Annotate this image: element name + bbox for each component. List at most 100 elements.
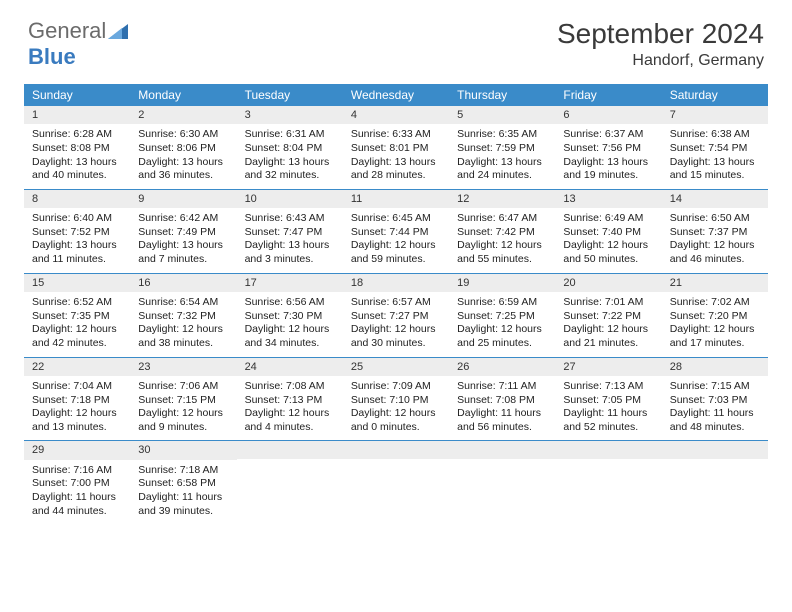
cell-content: Sunrise: 6:37 AMSunset: 7:56 PMDaylight:… [555, 124, 661, 183]
calendar-cell: 21Sunrise: 7:02 AMSunset: 7:20 PMDayligh… [662, 274, 768, 357]
day-number [555, 441, 661, 459]
triangle-icon [108, 22, 128, 40]
weeks-container: 1Sunrise: 6:28 AMSunset: 8:08 PMDaylight… [24, 106, 768, 524]
daylight-text: Daylight: 13 hours and 28 minutes. [351, 156, 441, 183]
sunset-text: Sunset: 7:10 PM [351, 394, 441, 408]
sunset-text: Sunset: 7:40 PM [563, 226, 653, 240]
cell-content: Sunrise: 7:08 AMSunset: 7:13 PMDaylight:… [237, 376, 343, 435]
sunset-text: Sunset: 7:22 PM [563, 310, 653, 324]
daylight-text: Daylight: 12 hours and 46 minutes. [670, 239, 760, 266]
day-number: 3 [237, 106, 343, 124]
cell-content: Sunrise: 6:40 AMSunset: 7:52 PMDaylight:… [24, 208, 130, 267]
day-number: 2 [130, 106, 236, 124]
week-row: 29Sunrise: 7:16 AMSunset: 7:00 PMDayligh… [24, 441, 768, 524]
sunrise-text: Sunrise: 6:47 AM [457, 212, 547, 226]
brand-logo: General [28, 18, 130, 44]
day-number: 20 [555, 274, 661, 292]
day-number [662, 441, 768, 459]
sunset-text: Sunset: 8:01 PM [351, 142, 441, 156]
cell-content: Sunrise: 6:50 AMSunset: 7:37 PMDaylight:… [662, 208, 768, 267]
day-number: 1 [24, 106, 130, 124]
day-number: 6 [555, 106, 661, 124]
sunrise-text: Sunrise: 7:08 AM [245, 380, 335, 394]
day-number: 18 [343, 274, 449, 292]
calendar-cell: 25Sunrise: 7:09 AMSunset: 7:10 PMDayligh… [343, 358, 449, 441]
sunrise-text: Sunrise: 6:43 AM [245, 212, 335, 226]
sunset-text: Sunset: 7:18 PM [32, 394, 122, 408]
sunset-text: Sunset: 7:47 PM [245, 226, 335, 240]
calendar-cell: 16Sunrise: 6:54 AMSunset: 7:32 PMDayligh… [130, 274, 236, 357]
calendar-cell: 2Sunrise: 6:30 AMSunset: 8:06 PMDaylight… [130, 106, 236, 189]
sunrise-text: Sunrise: 6:59 AM [457, 296, 547, 310]
daylight-text: Daylight: 12 hours and 34 minutes. [245, 323, 335, 350]
cell-content: Sunrise: 7:06 AMSunset: 7:15 PMDaylight:… [130, 376, 236, 435]
day-number: 5 [449, 106, 555, 124]
day-number: 24 [237, 358, 343, 376]
sunset-text: Sunset: 7:42 PM [457, 226, 547, 240]
cell-content: Sunrise: 6:57 AMSunset: 7:27 PMDaylight:… [343, 292, 449, 351]
day-number: 28 [662, 358, 768, 376]
sunset-text: Sunset: 7:15 PM [138, 394, 228, 408]
sunrise-text: Sunrise: 7:16 AM [32, 464, 122, 478]
sunrise-text: Sunrise: 6:54 AM [138, 296, 228, 310]
day-number: 25 [343, 358, 449, 376]
calendar-cell: 20Sunrise: 7:01 AMSunset: 7:22 PMDayligh… [555, 274, 661, 357]
day-number: 11 [343, 190, 449, 208]
calendar-cell: 30Sunrise: 7:18 AMSunset: 6:58 PMDayligh… [130, 441, 236, 524]
calendar-cell: 12Sunrise: 6:47 AMSunset: 7:42 PMDayligh… [449, 190, 555, 273]
day-number: 13 [555, 190, 661, 208]
cell-content: Sunrise: 7:18 AMSunset: 6:58 PMDaylight:… [130, 460, 236, 519]
title-location: Handorf, Germany [557, 52, 764, 70]
day-number: 7 [662, 106, 768, 124]
daylight-text: Daylight: 13 hours and 3 minutes. [245, 239, 335, 266]
calendar-cell: 27Sunrise: 7:13 AMSunset: 7:05 PMDayligh… [555, 358, 661, 441]
cell-content: Sunrise: 6:45 AMSunset: 7:44 PMDaylight:… [343, 208, 449, 267]
daylight-text: Daylight: 11 hours and 56 minutes. [457, 407, 547, 434]
cell-content: Sunrise: 6:30 AMSunset: 8:06 PMDaylight:… [130, 124, 236, 183]
sunset-text: Sunset: 7:56 PM [563, 142, 653, 156]
brand-blue-row: Blue [28, 44, 76, 70]
cell-content: Sunrise: 7:04 AMSunset: 7:18 PMDaylight:… [24, 376, 130, 435]
sunrise-text: Sunrise: 7:11 AM [457, 380, 547, 394]
daylight-text: Daylight: 12 hours and 30 minutes. [351, 323, 441, 350]
daylight-text: Daylight: 13 hours and 24 minutes. [457, 156, 547, 183]
calendar-cell: 7Sunrise: 6:38 AMSunset: 7:54 PMDaylight… [662, 106, 768, 189]
daylight-text: Daylight: 12 hours and 17 minutes. [670, 323, 760, 350]
sunset-text: Sunset: 8:06 PM [138, 142, 228, 156]
calendar-cell: 18Sunrise: 6:57 AMSunset: 7:27 PMDayligh… [343, 274, 449, 357]
day-number: 29 [24, 441, 130, 459]
calendar-cell: 26Sunrise: 7:11 AMSunset: 7:08 PMDayligh… [449, 358, 555, 441]
calendar-cell: 24Sunrise: 7:08 AMSunset: 7:13 PMDayligh… [237, 358, 343, 441]
calendar-cell [555, 441, 661, 524]
title-month: September 2024 [557, 18, 764, 50]
sunrise-text: Sunrise: 7:18 AM [138, 464, 228, 478]
sunset-text: Sunset: 7:32 PM [138, 310, 228, 324]
day-number [449, 441, 555, 459]
title-block: September 2024 Handorf, Germany [557, 18, 764, 70]
sunset-text: Sunset: 7:27 PM [351, 310, 441, 324]
sunset-text: Sunset: 7:05 PM [563, 394, 653, 408]
sunrise-text: Sunrise: 7:13 AM [563, 380, 653, 394]
sunrise-text: Sunrise: 6:31 AM [245, 128, 335, 142]
day-number: 22 [24, 358, 130, 376]
sunset-text: Sunset: 7:20 PM [670, 310, 760, 324]
sunrise-text: Sunrise: 6:56 AM [245, 296, 335, 310]
calendar-cell: 9Sunrise: 6:42 AMSunset: 7:49 PMDaylight… [130, 190, 236, 273]
day-number: 12 [449, 190, 555, 208]
daylight-text: Daylight: 12 hours and 50 minutes. [563, 239, 653, 266]
cell-content: Sunrise: 6:33 AMSunset: 8:01 PMDaylight:… [343, 124, 449, 183]
brand-blue: Blue [28, 44, 76, 69]
week-row: 22Sunrise: 7:04 AMSunset: 7:18 PMDayligh… [24, 358, 768, 442]
sunset-text: Sunset: 7:30 PM [245, 310, 335, 324]
calendar-cell: 6Sunrise: 6:37 AMSunset: 7:56 PMDaylight… [555, 106, 661, 189]
calendar-cell: 14Sunrise: 6:50 AMSunset: 7:37 PMDayligh… [662, 190, 768, 273]
daylight-text: Daylight: 12 hours and 59 minutes. [351, 239, 441, 266]
sunrise-text: Sunrise: 7:06 AM [138, 380, 228, 394]
day-header: Thursday [449, 84, 555, 106]
day-number: 30 [130, 441, 236, 459]
calendar-cell [237, 441, 343, 524]
day-header: Tuesday [237, 84, 343, 106]
cell-content: Sunrise: 7:13 AMSunset: 7:05 PMDaylight:… [555, 376, 661, 435]
sunset-text: Sunset: 7:08 PM [457, 394, 547, 408]
daylight-text: Daylight: 13 hours and 19 minutes. [563, 156, 653, 183]
